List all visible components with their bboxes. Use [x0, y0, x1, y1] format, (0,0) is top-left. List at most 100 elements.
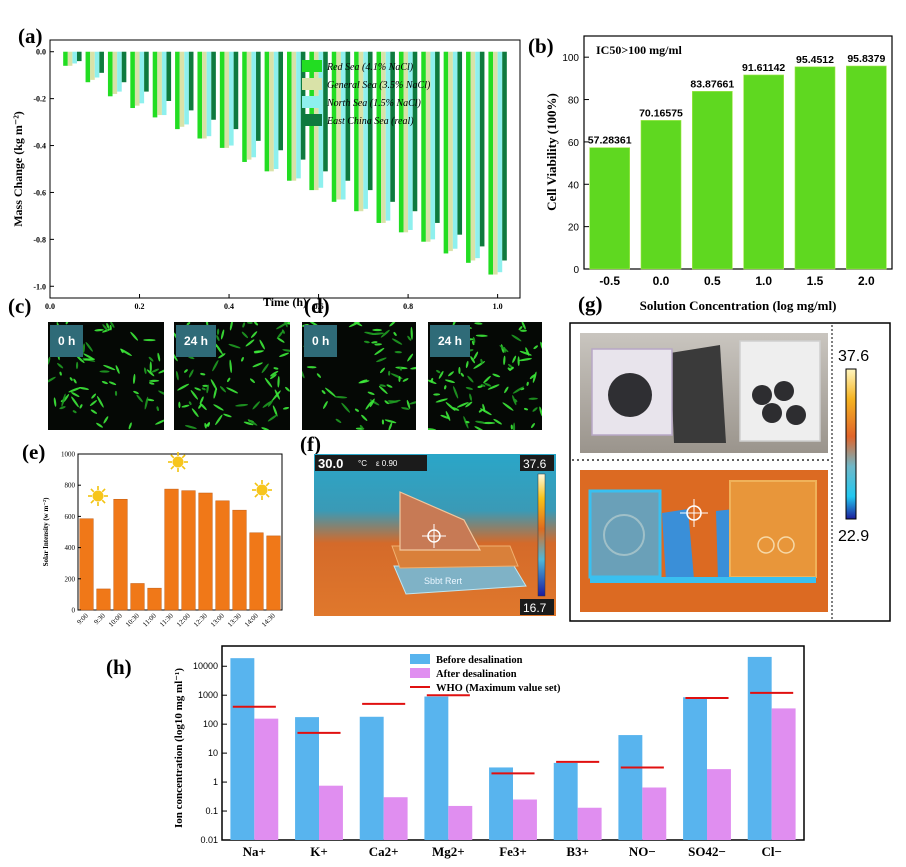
- cell: [407, 335, 412, 341]
- cell: [218, 353, 226, 359]
- bar-before: [489, 767, 513, 840]
- bar-after: [577, 807, 602, 840]
- cell: [381, 419, 385, 425]
- data-label: 95.4512: [796, 54, 834, 66]
- legend-label: Before desalination: [436, 655, 523, 666]
- cell: [243, 421, 254, 426]
- y-tick-label: 600: [65, 513, 76, 521]
- x-tick-label: Fe3+: [499, 844, 527, 859]
- cell: [470, 356, 476, 364]
- x-tick-label: 11:30: [158, 611, 175, 628]
- bar-a-2: [269, 51, 274, 172]
- cell: [335, 418, 342, 424]
- cell: [156, 406, 159, 412]
- panel-label-b: (b): [528, 34, 554, 58]
- bar-a-1: [152, 51, 158, 118]
- cell: [96, 422, 103, 428]
- cell: [109, 324, 112, 331]
- y-tick-label: 0.01: [200, 835, 218, 845]
- y-tick-label: -0.6: [33, 188, 46, 197]
- cell: [158, 369, 164, 374]
- x-tick-label: 12:30: [192, 611, 209, 628]
- cell: [444, 385, 447, 390]
- bar-after: [383, 797, 408, 840]
- cell: [452, 407, 460, 411]
- cell: [374, 347, 385, 356]
- cell: [91, 393, 97, 399]
- photo-absorber-right-1: [752, 385, 772, 405]
- cell: [529, 374, 536, 380]
- bar-a-1: [466, 51, 471, 263]
- x-tick-label: 9:00: [75, 611, 90, 626]
- bar-a-4: [278, 51, 284, 151]
- chart-e-ylabel: Solar Intensity (w m⁻²): [42, 497, 50, 567]
- bar-a-1: [421, 51, 426, 242]
- chart-e-frame: [77, 453, 283, 611]
- chart-a-frame: [49, 39, 521, 299]
- bar-e: [215, 500, 230, 611]
- bar-a-1: [130, 51, 135, 109]
- cell: [374, 343, 382, 346]
- cell: [539, 406, 542, 417]
- y-tick-label: 200: [65, 575, 76, 583]
- cell: [201, 387, 206, 391]
- cell: [481, 421, 496, 425]
- cell: [341, 402, 351, 413]
- cell: [316, 373, 322, 378]
- cell: [235, 403, 249, 407]
- cell: [220, 329, 225, 340]
- cell: [148, 382, 155, 385]
- cell: [198, 403, 203, 409]
- bar-b: [589, 147, 630, 270]
- cell: [493, 418, 502, 425]
- y-tick-label: 20: [568, 223, 580, 234]
- cell: [467, 375, 474, 383]
- cell: [59, 371, 62, 376]
- bar-e: [130, 583, 145, 611]
- cell: [223, 413, 232, 418]
- cell: [282, 406, 290, 410]
- cell: [474, 322, 483, 325]
- micrograph-time-label: 24 h: [176, 325, 217, 357]
- cell: [517, 356, 520, 367]
- legend-label: After desalination: [436, 669, 517, 680]
- cell: [155, 419, 164, 425]
- micrograph-c-24h: 24 h: [174, 322, 290, 430]
- cell: [436, 370, 441, 374]
- thermal-f-colorbar: [537, 473, 546, 597]
- y-tick-label: 1000: [61, 451, 76, 459]
- bar-e: [147, 587, 162, 611]
- bar-a-1: [264, 51, 270, 172]
- bar-a-2: [224, 51, 230, 148]
- bar-before: [618, 735, 643, 840]
- x-tick-label: 14:30: [260, 611, 277, 628]
- bar-a-2: [381, 51, 386, 223]
- cell: [363, 340, 370, 344]
- chart-a-xlabel: Time (h): [263, 295, 307, 309]
- x-tick-label: 0.8: [403, 302, 413, 311]
- bar-a-2: [67, 51, 73, 66]
- cell: [157, 352, 161, 362]
- cell: [376, 357, 387, 363]
- cell: [259, 339, 265, 350]
- bar-a-3: [475, 51, 480, 259]
- cell: [53, 397, 57, 407]
- cell: [402, 378, 409, 382]
- thermal-f-readout-bg: [315, 455, 427, 471]
- cell: [499, 345, 509, 353]
- bar-a-2: [403, 51, 409, 233]
- cell: [75, 361, 79, 370]
- cell: [103, 416, 109, 424]
- bar-e: [79, 518, 94, 611]
- cell: [205, 322, 209, 328]
- x-tick-label: 0.4: [224, 302, 234, 311]
- cell: [148, 379, 160, 382]
- chart-e-solar-intensity: 0 200 400 600 800 1000 9:00 9:30 10:00 10:30 11:0…: [42, 451, 283, 629]
- cell: [151, 368, 160, 373]
- bar-e: [164, 488, 179, 611]
- bar-a-3: [452, 51, 458, 249]
- cell: [480, 408, 492, 416]
- bar-a-4: [479, 51, 485, 247]
- cell: [365, 399, 374, 410]
- y-tick-label: 100: [562, 53, 579, 64]
